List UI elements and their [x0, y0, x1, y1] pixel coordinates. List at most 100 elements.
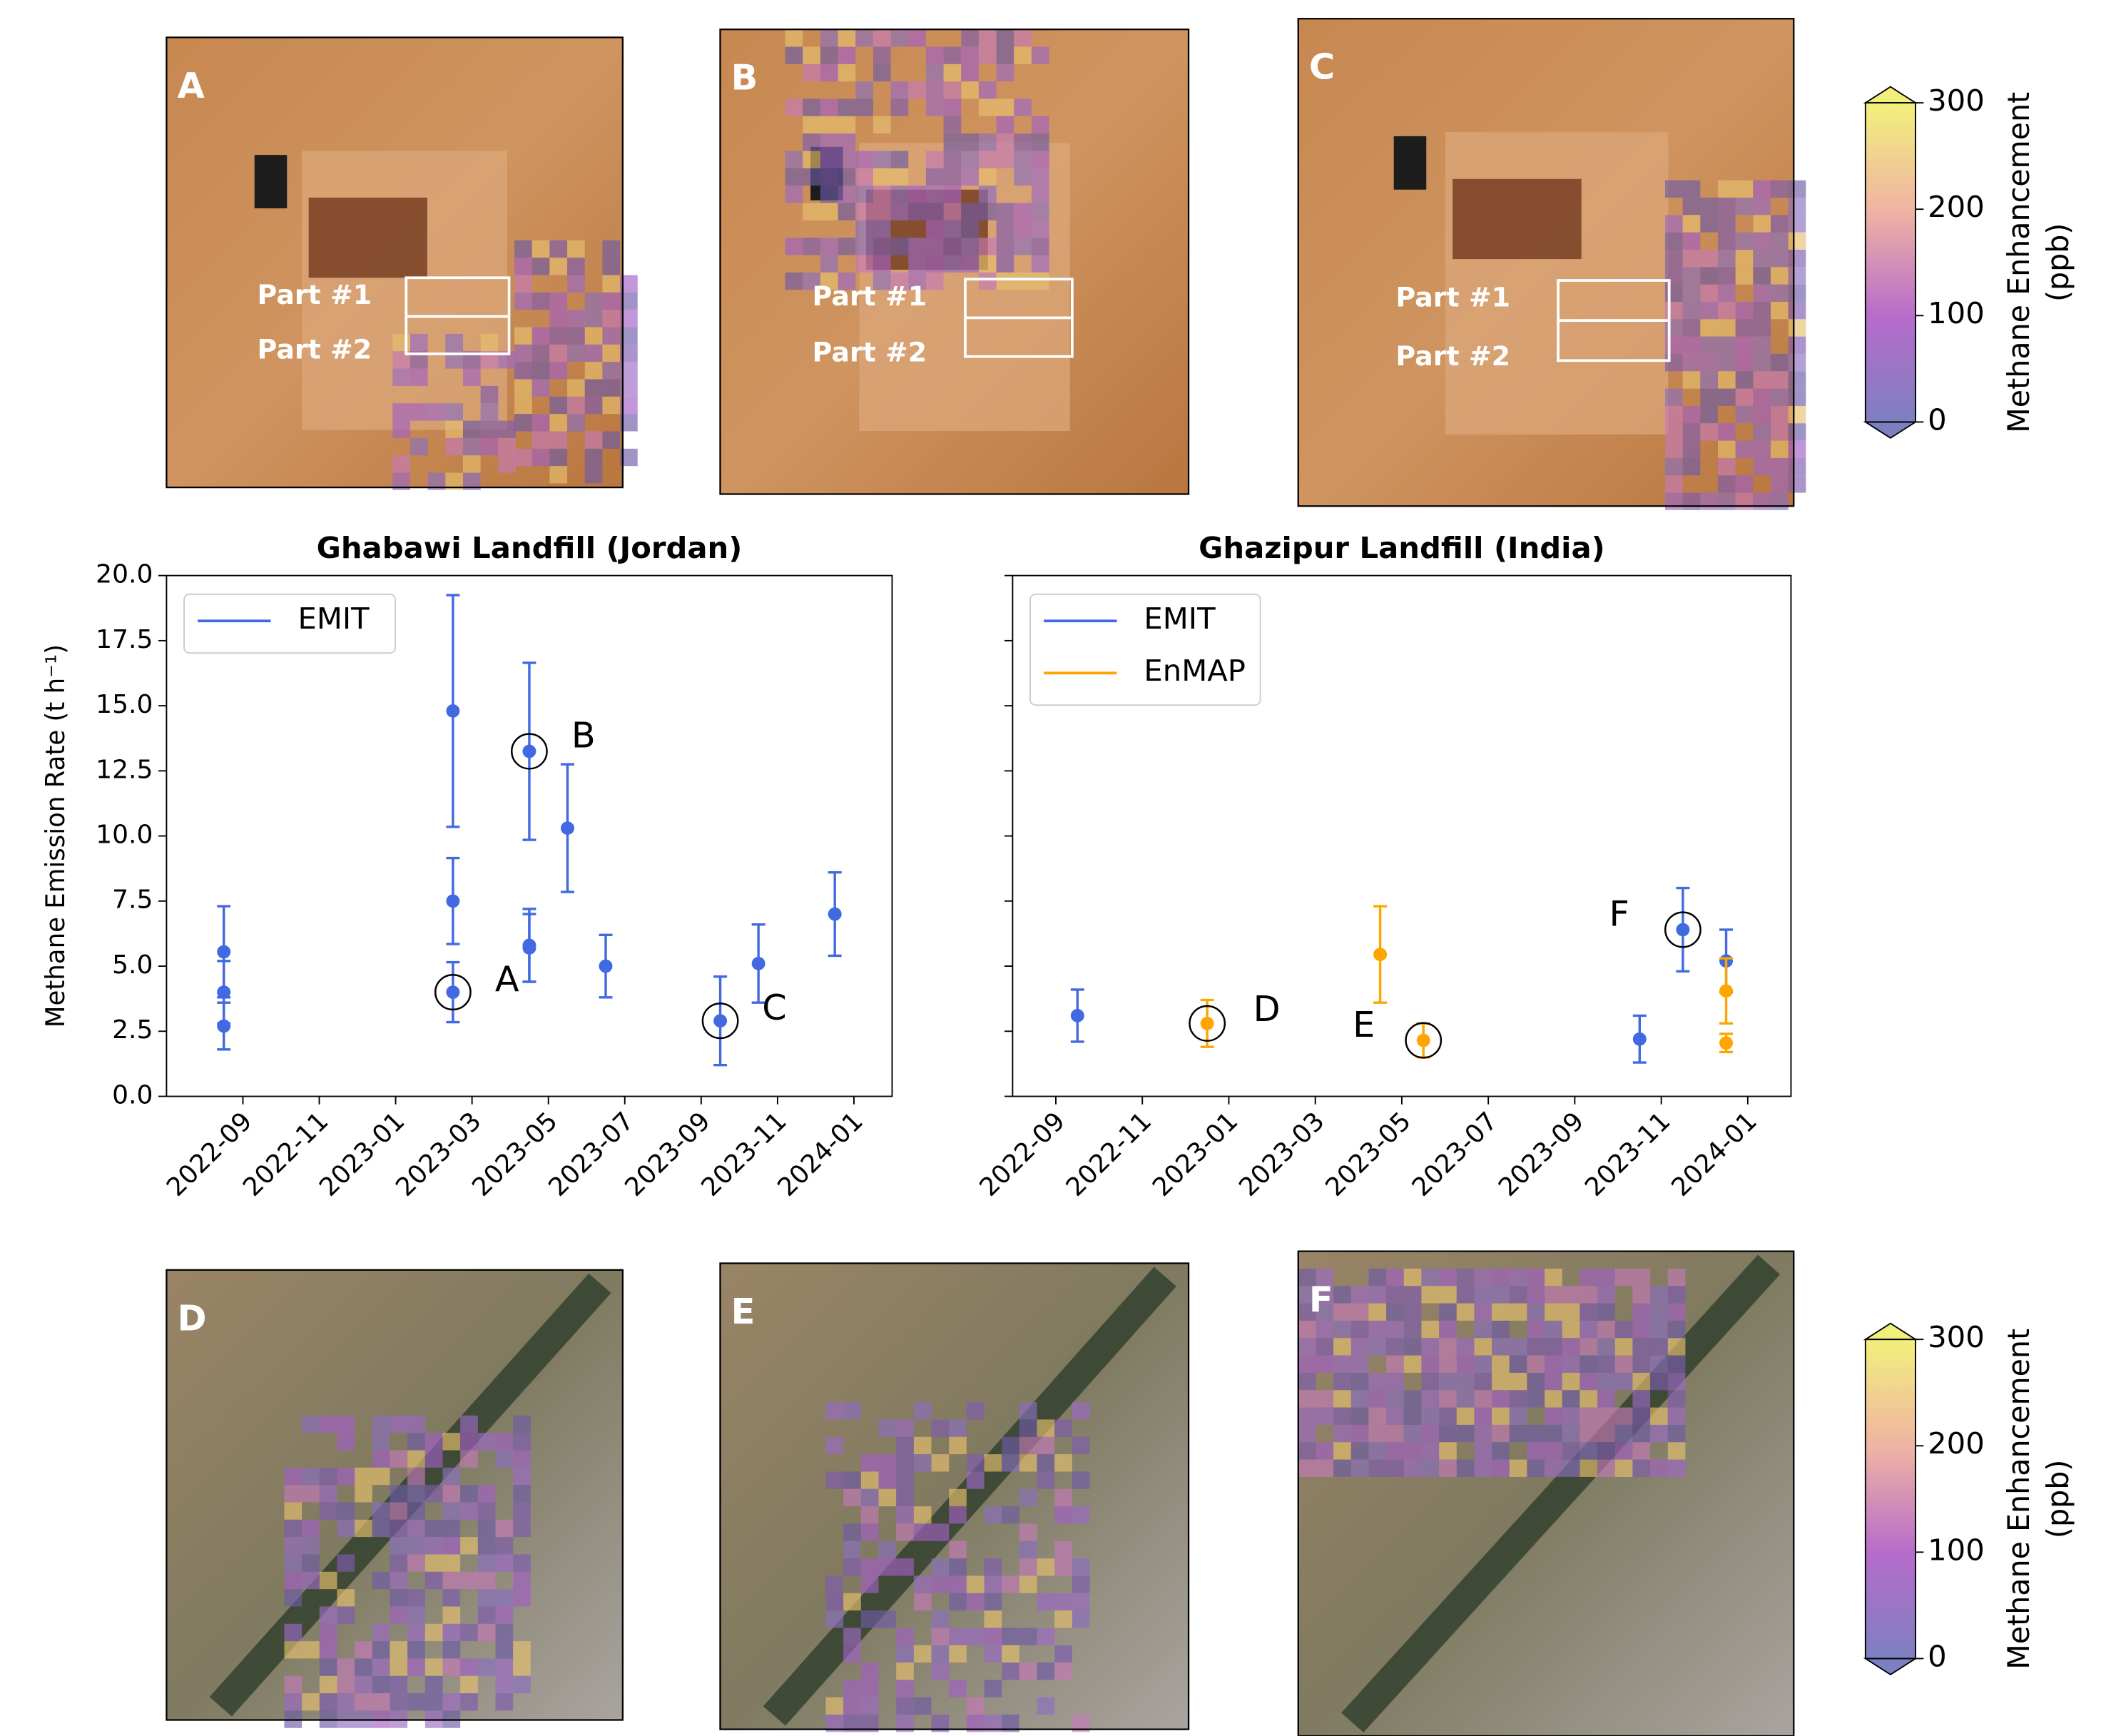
plume-pixel: [1527, 1425, 1545, 1442]
plume-pixel: [879, 1419, 897, 1436]
plume-pixel: [390, 1641, 407, 1658]
plume-pixel: [355, 1676, 372, 1693]
colorbar-tick-label: 0: [1928, 1640, 1947, 1674]
plume-pixel: [1404, 1425, 1422, 1442]
plume-pixel: [1753, 233, 1771, 250]
plume-pixel: [549, 449, 567, 466]
plume-pixel: [997, 29, 1014, 46]
plume-pixel: [1386, 1321, 1404, 1338]
plume-pixel: [585, 466, 603, 483]
plume-pixel: [873, 151, 891, 168]
plume-pixel: [1789, 337, 1806, 354]
plume-pixel: [1019, 1489, 1037, 1506]
plume-pixel: [567, 310, 585, 327]
plume-pixel: [1668, 1425, 1686, 1442]
plume-pixel: [826, 1610, 844, 1628]
plume-pixel: [1753, 406, 1771, 423]
plume-pixel: [843, 1523, 861, 1540]
plume-pixel: [1668, 1286, 1686, 1303]
plume-pixel: [1700, 389, 1718, 406]
plume-pixel: [442, 1693, 460, 1710]
plume-pixel: [785, 238, 803, 255]
data-point: [446, 894, 459, 908]
plume-pixel: [961, 133, 979, 151]
plume-pixel: [1316, 1338, 1333, 1355]
plume-pixel: [1668, 1338, 1686, 1355]
plume-pixel: [1683, 354, 1701, 371]
plume-pixel: [1597, 1321, 1615, 1338]
plume-pixel: [1736, 354, 1754, 371]
plume-pixel: [926, 220, 944, 238]
plume-pixel: [896, 1628, 914, 1645]
legend-label: EnMAP: [1144, 654, 1246, 688]
plume-pixel: [1386, 1425, 1404, 1442]
plume-pixel: [1665, 389, 1683, 406]
plume-pixel: [914, 1506, 932, 1523]
data-point: [1676, 923, 1689, 937]
data-point: [446, 985, 459, 999]
colorbar-extend: [1866, 1658, 1916, 1674]
plume-pixel: [1579, 1408, 1597, 1425]
plume-pixel: [1683, 267, 1701, 284]
plume-pixel: [410, 438, 428, 455]
plume-pixel: [1718, 215, 1736, 232]
plume-pixel: [1054, 1610, 1072, 1628]
plume-pixel: [513, 1572, 531, 1589]
plume-pixel: [826, 1575, 844, 1593]
plume-pixel: [320, 1468, 337, 1485]
plume-pixel: [1019, 1454, 1037, 1471]
plume-pixel: [372, 1641, 390, 1658]
y-tick-label: 7.5: [112, 885, 153, 915]
plume-pixel: [1615, 1338, 1633, 1355]
plume-pixel: [478, 1485, 496, 1502]
plume-pixel: [1597, 1286, 1615, 1303]
plume-pixel: [410, 403, 428, 420]
plume-pixel: [478, 1624, 496, 1641]
plume-pixel: [549, 432, 567, 449]
plume-pixel: [1650, 1373, 1668, 1390]
plume-pixel: [1579, 1321, 1597, 1338]
plume-pixel: [1474, 1304, 1492, 1321]
plume-pixel: [826, 1402, 844, 1419]
plume-pixel: [944, 133, 962, 151]
plume-pixel: [284, 1589, 302, 1606]
plume-pixel: [567, 328, 585, 345]
plume-pixel: [460, 1693, 478, 1710]
plume-pixel: [803, 203, 820, 220]
plume-pixel: [1683, 250, 1701, 267]
colorbar-tick-label: 0: [1928, 403, 1947, 437]
plume-pixel: [407, 1624, 425, 1641]
plume-pixel: [337, 1468, 355, 1485]
plume-pixel: [496, 1606, 514, 1623]
plume-pixel: [967, 1697, 985, 1715]
plume-pixel: [1014, 133, 1032, 151]
colorbar-label: Methane Enhancement: [2002, 92, 2036, 433]
plume-pixel: [896, 1680, 914, 1697]
plume-pixel: [1368, 1408, 1386, 1425]
colorbar-tick-label: 100: [1928, 296, 1985, 330]
chart-title: Ghabawi Landfill (Jordan): [317, 531, 743, 565]
plume-pixel: [1753, 198, 1771, 215]
plume-pixel: [985, 1575, 1002, 1593]
plume-pixel: [514, 414, 532, 431]
plume-pixel: [1665, 267, 1683, 284]
plume-pixel: [944, 203, 962, 220]
plume-pixel: [985, 1680, 1002, 1697]
plume-pixel: [442, 1554, 460, 1571]
plume-pixel: [407, 1641, 425, 1658]
plume-pixel: [843, 1593, 861, 1610]
plume-pixel: [1351, 1373, 1369, 1390]
plume-pixel: [1771, 371, 1789, 388]
plume-pixel: [1650, 1321, 1668, 1338]
plume-pixel: [914, 1697, 932, 1715]
plume-pixel: [407, 1606, 425, 1623]
plume-pixel: [463, 455, 481, 472]
plume-pixel: [944, 47, 962, 64]
plume-pixel: [355, 1468, 372, 1485]
plume-pixel: [1700, 285, 1718, 302]
plume-pixel: [284, 1572, 302, 1589]
plume-pixel: [1665, 493, 1683, 510]
chart-title: Ghazipur Landfill (India): [1199, 531, 1605, 565]
plume-pixel: [390, 1554, 407, 1571]
plume-pixel: [425, 1450, 443, 1467]
